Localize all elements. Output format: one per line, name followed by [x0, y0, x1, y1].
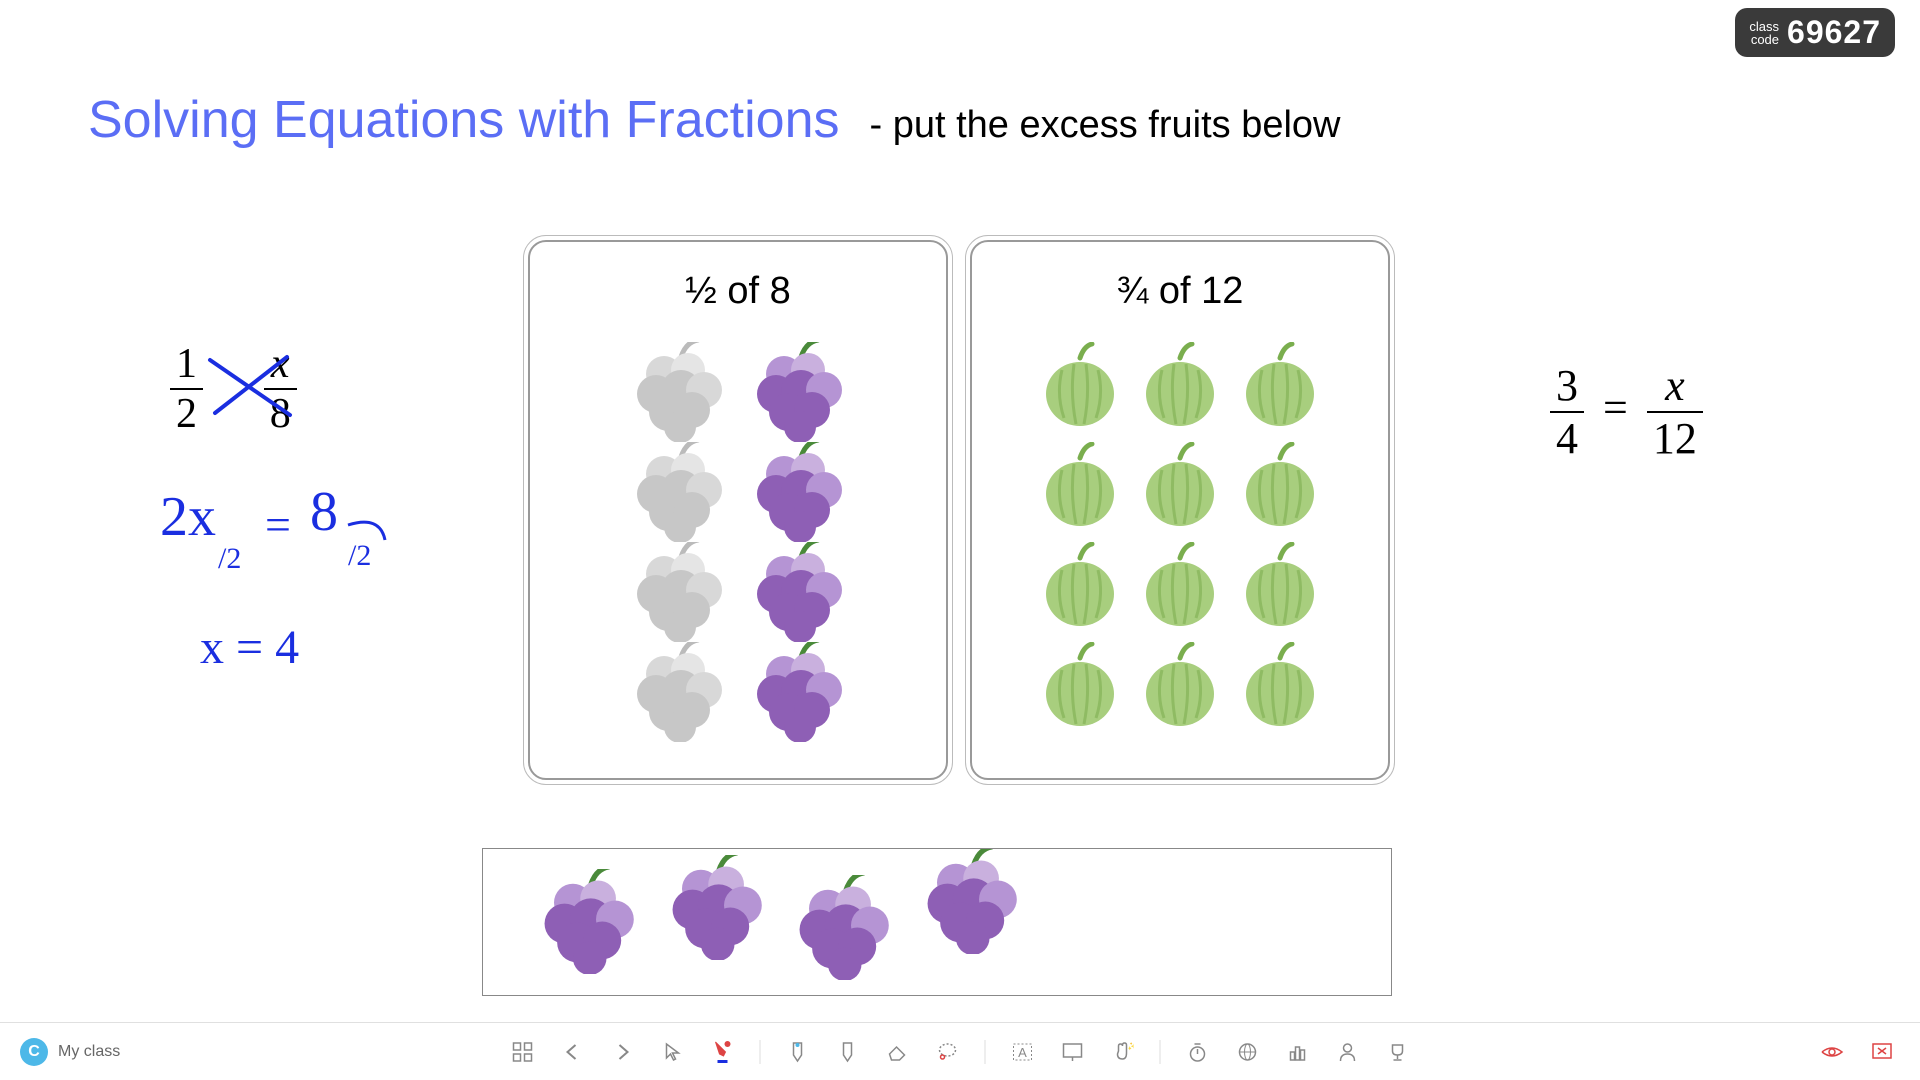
grapes-grid[interactable]	[626, 342, 856, 742]
eraser-icon[interactable]	[885, 1039, 911, 1065]
excess-grape[interactable]	[533, 869, 649, 979]
class-code-badge: classcode 69627	[1735, 8, 1895, 57]
eye-icon[interactable]	[1819, 1039, 1845, 1065]
melon-item[interactable]	[1034, 342, 1134, 442]
class-code-value: 69627	[1787, 14, 1881, 51]
melon-item[interactable]	[1034, 442, 1134, 542]
bottom-bar: C My class A✨	[0, 1022, 1920, 1080]
grape-ghost[interactable]	[626, 642, 736, 742]
excess-tray[interactable]	[482, 848, 1392, 996]
eq-right-num1: 3	[1550, 360, 1584, 413]
handwritten-step1: 2x /2 = 8 /2	[160, 480, 420, 590]
excess-grape[interactable]	[788, 875, 904, 985]
lasso-icon[interactable]	[935, 1039, 961, 1065]
card1-title: ½ of 8	[530, 270, 946, 313]
eq-right-num2: x	[1647, 360, 1703, 413]
arrow-right-icon[interactable]	[610, 1039, 636, 1065]
class-code-label: classcode	[1749, 20, 1779, 46]
grape-item[interactable]	[746, 342, 856, 442]
hand-icon[interactable]: ✨	[1110, 1039, 1136, 1065]
melons-grid[interactable]	[1034, 342, 1334, 742]
svg-text:/2: /2	[218, 542, 241, 575]
fruit-card-melons: ¾ of 12	[970, 240, 1390, 780]
svg-text:/2: /2	[348, 539, 371, 572]
melon-item[interactable]	[1034, 642, 1134, 742]
grid-icon[interactable]	[510, 1039, 536, 1065]
highlighter1-icon[interactable]	[785, 1039, 811, 1065]
page-title: Solving Equations with Fractions	[88, 90, 840, 150]
title-row: Solving Equations with Fractions - put t…	[88, 90, 1341, 150]
eq-right-equals: =	[1603, 383, 1628, 432]
eq-right-den1: 4	[1550, 413, 1584, 464]
fruit-card-grapes: ½ of 8	[528, 240, 948, 780]
card2-title: ¾ of 12	[972, 270, 1388, 313]
text-icon[interactable]: A	[1010, 1039, 1036, 1065]
person-icon[interactable]	[1335, 1039, 1361, 1065]
melon-item[interactable]	[1234, 442, 1334, 542]
globe-icon[interactable]	[1235, 1039, 1261, 1065]
toolbar-separator	[1160, 1040, 1161, 1064]
arrow-left-icon[interactable]	[560, 1039, 586, 1065]
toolbar-separator	[985, 1040, 986, 1064]
melon-item[interactable]	[1134, 542, 1234, 642]
close-icon[interactable]	[1869, 1039, 1895, 1065]
present-icon[interactable]	[1060, 1039, 1086, 1065]
grape-ghost[interactable]	[626, 542, 736, 642]
svg-text:✨: ✨	[1128, 1042, 1134, 1051]
grape-item[interactable]	[746, 642, 856, 742]
grape-item[interactable]	[746, 442, 856, 542]
timer-icon[interactable]	[1185, 1039, 1211, 1065]
eq-right-den2: 12	[1647, 413, 1703, 464]
page-subtitle: - put the excess fruits below	[870, 104, 1341, 147]
toolbar-separator	[760, 1040, 761, 1064]
pen-icon[interactable]	[710, 1039, 736, 1065]
logo-icon: C	[20, 1038, 48, 1066]
melon-item[interactable]	[1234, 542, 1334, 642]
melon-item[interactable]	[1034, 542, 1134, 642]
poll-icon[interactable]	[1285, 1039, 1311, 1065]
excess-grape[interactable]	[661, 855, 777, 965]
svg-text:8: 8	[310, 481, 338, 543]
my-class-label: My class	[58, 1043, 120, 1061]
svg-text:A: A	[1018, 1045, 1027, 1060]
grape-item[interactable]	[746, 542, 856, 642]
melon-item[interactable]	[1134, 642, 1234, 742]
trophy-icon[interactable]	[1385, 1039, 1411, 1065]
highlighter2-icon[interactable]	[835, 1039, 861, 1065]
excess-grapes-row	[533, 857, 1031, 967]
grape-ghost[interactable]	[626, 442, 736, 542]
pointer-icon[interactable]	[660, 1039, 686, 1065]
cross-mark	[195, 345, 315, 435]
melon-item[interactable]	[1134, 442, 1234, 542]
toolbar: A✨	[510, 1039, 1411, 1065]
melon-item[interactable]	[1234, 642, 1334, 742]
handwritten-step2: x = 4	[200, 620, 299, 675]
grape-ghost[interactable]	[626, 342, 736, 442]
right-tools	[1819, 1039, 1895, 1065]
melon-item[interactable]	[1234, 342, 1334, 442]
equation-right: 34 = x12	[1550, 360, 1703, 464]
melon-item[interactable]	[1134, 342, 1234, 442]
logo-area[interactable]: C My class	[20, 1038, 120, 1066]
excess-grape[interactable]	[916, 849, 1032, 959]
svg-text:=: =	[265, 499, 291, 550]
svg-text:2x: 2x	[160, 486, 216, 548]
